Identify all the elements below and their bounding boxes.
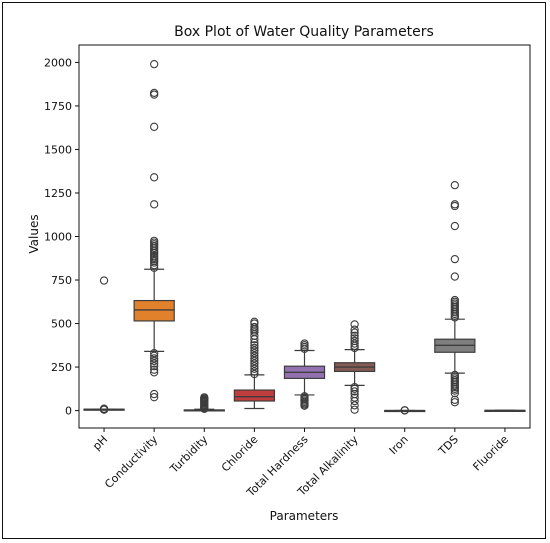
outlier-point	[150, 60, 159, 69]
y-tick-label: 750	[51, 274, 72, 287]
x-tick-label: TDS	[435, 433, 461, 459]
box-conductivity	[133, 299, 175, 322]
outlier-point	[250, 341, 259, 350]
figure-frame	[2, 2, 546, 539]
outlier-point	[250, 343, 259, 353]
y-tick-label: 500	[51, 318, 72, 331]
y-tick-label: 1500	[44, 143, 72, 156]
outlier-point	[350, 331, 359, 340]
y-axis-label: Values	[27, 214, 41, 253]
outlier-point	[300, 392, 309, 401]
outlier-point	[150, 122, 159, 131]
outlier-point	[150, 389, 159, 399]
outlier-point	[450, 295, 459, 305]
outlier-point	[350, 405, 359, 414]
outlier-point	[200, 393, 209, 402]
y-tick-label: 2000	[44, 56, 72, 69]
outlier-point	[450, 370, 459, 380]
outlier-point	[350, 336, 359, 346]
outlier-point	[300, 339, 309, 348]
outlier-point	[150, 351, 159, 360]
outlier-point	[450, 395, 459, 404]
outlier-point	[250, 369, 259, 379]
outlier-point	[150, 236, 159, 246]
outlier-point	[450, 200, 459, 209]
outlier-point	[450, 272, 459, 281]
outlier-point	[150, 368, 159, 377]
outlier-point	[350, 334, 359, 343]
outlier-point	[150, 173, 159, 182]
outlier-point	[150, 354, 159, 363]
outlier-point	[350, 320, 359, 329]
box-chloride	[233, 389, 276, 402]
x-tick-label: Chloride	[219, 433, 261, 475]
outlier-point	[150, 362, 159, 371]
outlier-point	[150, 200, 159, 209]
y-tick-label: 1250	[44, 187, 72, 200]
outlier-point	[250, 346, 259, 355]
outlier-point	[250, 362, 259, 371]
outlier-point	[350, 325, 359, 334]
outlier-point	[99, 276, 109, 285]
outlier-point	[350, 401, 359, 410]
y-tick-label: 1750	[44, 100, 72, 113]
x-tick-label: Conductivity	[102, 433, 160, 491]
outlier-point	[250, 364, 259, 373]
outlier-point	[150, 356, 159, 366]
x-tick-label: Iron	[387, 433, 411, 457]
outlier-point	[250, 354, 259, 363]
outlier-point	[150, 359, 159, 368]
outlier-point	[450, 180, 459, 190]
outlier-point	[450, 221, 459, 231]
outlier-point	[450, 254, 459, 264]
outlier-point	[350, 382, 359, 392]
y-tick-label: 1000	[44, 231, 72, 244]
outlier-point	[350, 393, 359, 402]
outlier-point	[350, 328, 359, 337]
outlier-point	[400, 406, 409, 415]
outlier-point	[250, 317, 259, 326]
y-tick-label: 0	[65, 405, 72, 418]
outlier-point	[450, 398, 459, 407]
outlier-point	[250, 348, 259, 358]
outlier-point	[150, 393, 159, 402]
chart-title: Box Plot of Water Quality Parameters	[174, 24, 434, 40]
x-tick-label: Turbidity	[167, 433, 211, 477]
x-tick-label: Fluoride	[470, 433, 511, 474]
outlier-point	[350, 387, 359, 396]
outlier-point	[250, 367, 259, 376]
outlier-point	[250, 359, 259, 368]
outlier-point	[150, 365, 159, 374]
x-tick-label: pH	[90, 433, 110, 453]
outlier-point	[150, 261, 159, 270]
outlier-point	[150, 348, 159, 358]
outlier-point	[250, 351, 259, 360]
outlier-point	[99, 404, 109, 413]
plot-area: 0 250 500 750 1000 1250 1500 1750 2000 pHConducti…	[44, 44, 531, 500]
x-axis-label: Parameters	[270, 509, 339, 523]
outlier-point	[250, 356, 259, 366]
outlier-point	[350, 339, 359, 348]
outlier-point	[150, 251, 159, 260]
y-tick-label: 250	[51, 361, 72, 374]
outlier-point	[450, 389, 459, 398]
outlier-point	[250, 322, 259, 332]
outlier-point	[150, 88, 159, 98]
